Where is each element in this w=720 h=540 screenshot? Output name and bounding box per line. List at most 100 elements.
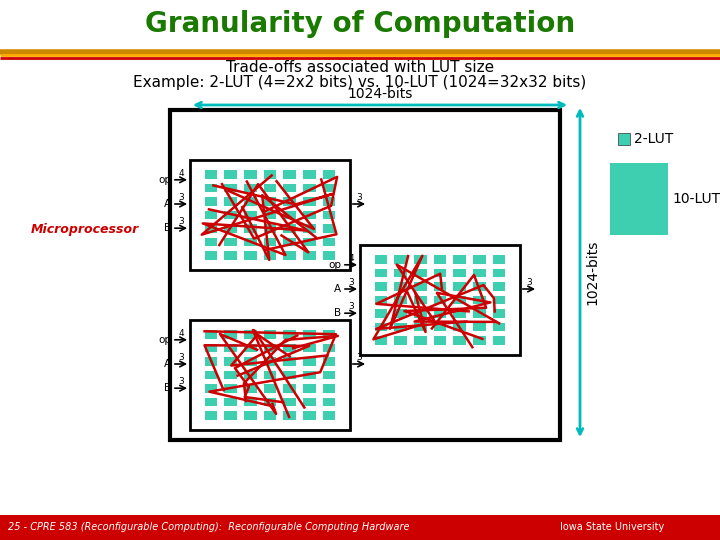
Text: 10-LUT: 10-LUT <box>672 192 720 206</box>
Text: A: A <box>164 199 171 209</box>
Bar <box>204 211 217 219</box>
Bar <box>204 384 217 393</box>
Bar <box>225 197 237 206</box>
Bar <box>225 370 237 380</box>
Bar <box>414 268 427 278</box>
Bar <box>473 336 486 345</box>
Bar <box>303 357 315 366</box>
Bar <box>303 251 315 260</box>
Bar <box>492 282 505 291</box>
Bar <box>244 211 257 219</box>
Bar <box>303 211 315 219</box>
Bar <box>264 224 276 233</box>
Bar <box>225 343 237 353</box>
Bar <box>414 282 427 291</box>
Bar <box>225 251 237 260</box>
Bar <box>204 224 217 233</box>
Text: 4: 4 <box>178 169 184 178</box>
Bar <box>283 224 296 233</box>
Text: 3: 3 <box>526 278 532 287</box>
Text: 3: 3 <box>348 302 354 311</box>
Bar <box>492 336 505 345</box>
Bar <box>454 309 466 318</box>
Bar <box>323 397 336 407</box>
Bar <box>374 255 387 264</box>
Bar <box>323 370 336 380</box>
Bar <box>244 411 257 420</box>
Bar <box>303 224 315 233</box>
Text: 4: 4 <box>178 329 184 338</box>
Bar <box>303 384 315 393</box>
Bar <box>303 411 315 420</box>
Bar <box>244 357 257 366</box>
Bar <box>204 343 217 353</box>
Bar <box>264 397 276 407</box>
Bar <box>190 320 350 430</box>
Bar <box>225 211 237 219</box>
Bar <box>244 184 257 192</box>
Bar <box>204 197 217 206</box>
Bar <box>610 163 668 235</box>
Bar <box>323 197 336 206</box>
Bar <box>433 268 446 278</box>
Bar <box>323 224 336 233</box>
Bar <box>264 411 276 420</box>
Text: B: B <box>334 308 341 318</box>
Bar <box>244 397 257 407</box>
Bar <box>414 295 427 305</box>
Bar <box>618 133 630 145</box>
Text: Example: 2-LUT (4=2x2 bits) vs. 10-LUT (1024=32x32 bits): Example: 2-LUT (4=2x2 bits) vs. 10-LUT (… <box>133 76 587 91</box>
Text: A: A <box>164 359 171 369</box>
Bar <box>244 343 257 353</box>
Bar <box>244 330 257 339</box>
Bar <box>264 184 276 192</box>
Bar <box>204 184 217 192</box>
Bar <box>264 170 276 179</box>
Bar <box>264 197 276 206</box>
Bar <box>492 295 505 305</box>
Bar <box>283 343 296 353</box>
Bar <box>264 330 276 339</box>
Bar <box>454 282 466 291</box>
Bar <box>323 357 336 366</box>
Bar <box>303 370 315 380</box>
Bar <box>264 251 276 260</box>
Bar <box>492 268 505 278</box>
Bar <box>225 238 237 246</box>
Bar <box>244 370 257 380</box>
Text: 3: 3 <box>356 193 362 202</box>
Bar <box>414 255 427 264</box>
Bar <box>374 336 387 345</box>
Bar <box>395 268 407 278</box>
Text: op: op <box>158 175 171 185</box>
Bar <box>492 309 505 318</box>
Bar <box>204 397 217 407</box>
Bar <box>170 110 560 440</box>
Bar <box>414 309 427 318</box>
Bar <box>264 211 276 219</box>
Bar <box>0 515 720 540</box>
Bar <box>433 255 446 264</box>
Bar <box>303 197 315 206</box>
Bar <box>283 197 296 206</box>
Bar <box>395 336 407 345</box>
Text: Iowa State University: Iowa State University <box>560 523 665 532</box>
Bar <box>374 322 387 332</box>
Text: 1024-bits: 1024-bits <box>585 240 599 305</box>
Bar <box>360 245 520 355</box>
Bar <box>283 170 296 179</box>
Bar <box>264 343 276 353</box>
Bar <box>204 238 217 246</box>
Bar <box>323 238 336 246</box>
Text: 3: 3 <box>348 278 354 287</box>
Text: op: op <box>328 260 341 270</box>
Bar <box>264 357 276 366</box>
Bar <box>303 397 315 407</box>
Bar <box>433 282 446 291</box>
Text: op: op <box>158 335 171 345</box>
Text: Trade-offs associated with LUT size: Trade-offs associated with LUT size <box>226 60 494 76</box>
Bar <box>323 384 336 393</box>
Bar <box>395 322 407 332</box>
Text: A: A <box>334 284 341 294</box>
Bar <box>283 357 296 366</box>
